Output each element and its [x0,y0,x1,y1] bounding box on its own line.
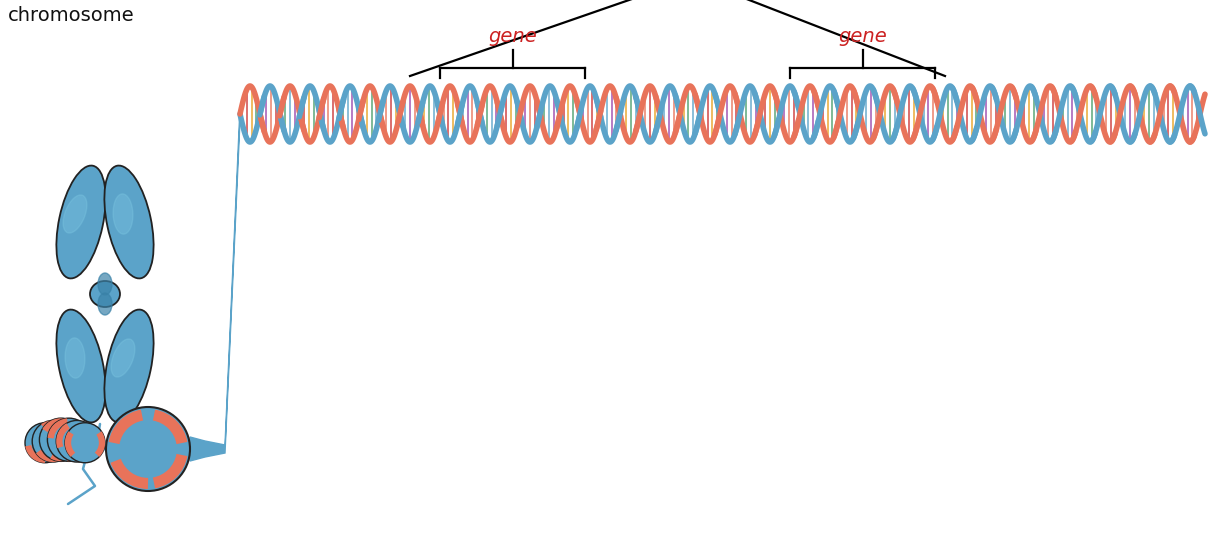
Ellipse shape [56,165,105,279]
Text: chromosome: chromosome [9,6,135,25]
Ellipse shape [111,339,135,377]
Text: gene: gene [838,27,887,46]
Ellipse shape [113,194,133,234]
Ellipse shape [98,293,113,315]
Ellipse shape [65,338,84,378]
Circle shape [48,418,91,461]
Ellipse shape [104,165,154,279]
Circle shape [39,418,82,461]
Ellipse shape [104,310,154,423]
Circle shape [106,407,190,491]
Ellipse shape [91,281,120,307]
Polygon shape [190,108,240,461]
Circle shape [32,421,73,462]
Ellipse shape [64,195,87,233]
Circle shape [56,421,98,462]
Ellipse shape [56,310,105,423]
Circle shape [24,423,65,463]
Text: gene: gene [488,27,537,46]
Ellipse shape [98,273,113,295]
Circle shape [65,423,105,463]
